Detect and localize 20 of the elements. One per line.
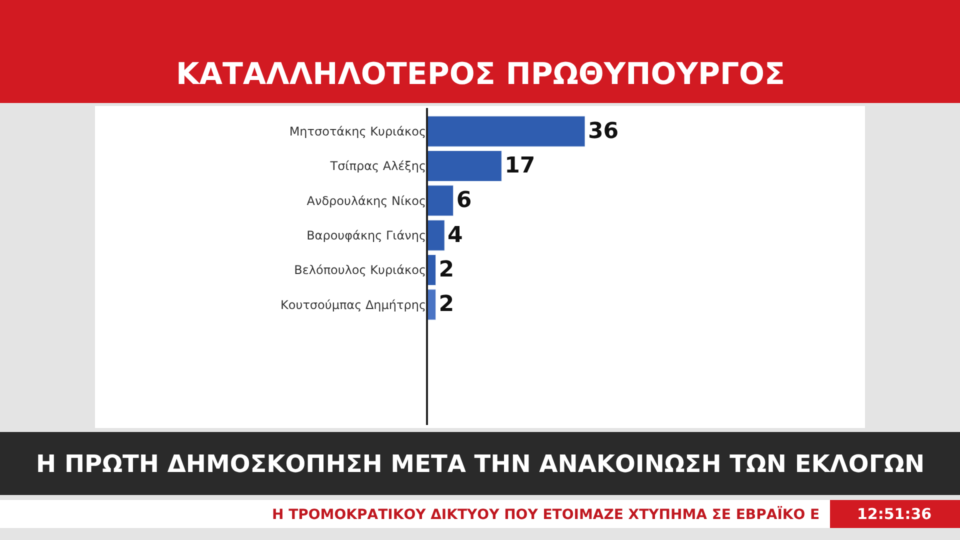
y-tick-label: Βελόπουλος Κυριάκος xyxy=(294,263,426,278)
bar xyxy=(427,185,454,216)
chart-title: ΚΑΤΑΛΛΗΛΟΤΕΡΟΣ ΠΡΩΘΥΠΟΥΡΓΟΣ xyxy=(176,57,786,92)
y-tick-label: Βαρουφάκης Γιάνης xyxy=(306,228,426,243)
bar xyxy=(427,116,585,147)
bar xyxy=(427,220,445,251)
y-tick-label: Τσίπρας Αλέξης xyxy=(329,159,426,174)
data-label: 6 xyxy=(456,188,472,214)
data-label: 2 xyxy=(438,258,454,282)
text: 12:51:36 xyxy=(857,505,932,523)
bar xyxy=(427,150,502,182)
y-tick-label: Κουτσούμπας Δημήτρης xyxy=(280,298,426,312)
data-label: 36 xyxy=(588,118,619,144)
text: Η ΠΡΩΤΗ ΔΗΜΟΣΚΟΠΗΣΗ ΜΕΤΑ ΤΗΝ ΑΝΑΚΟΙΝΩΣΗ ΤΩΝ ΕΚΛΟΓΩΝ xyxy=(36,450,925,478)
data-label: 17 xyxy=(504,154,536,178)
text: Η ΤΡΟΜΟΚΡΑΤΙΚΟΥ ΔΙΚΤΥΟΥ ΠΟΥ ΕΤΟΙΜΑΖΕ ΧΤΥΠΗΜΑ ΣΕ ΕΒΡΑΪΚΟ Ε xyxy=(272,506,820,523)
y-tick-label: Ανδρουλάκης Νίκος xyxy=(306,194,426,208)
data-label: 4 xyxy=(448,222,463,248)
y-tick-label: Μητσοτάκης Κυριάκος xyxy=(289,124,426,139)
data-label: 2 xyxy=(438,292,454,318)
